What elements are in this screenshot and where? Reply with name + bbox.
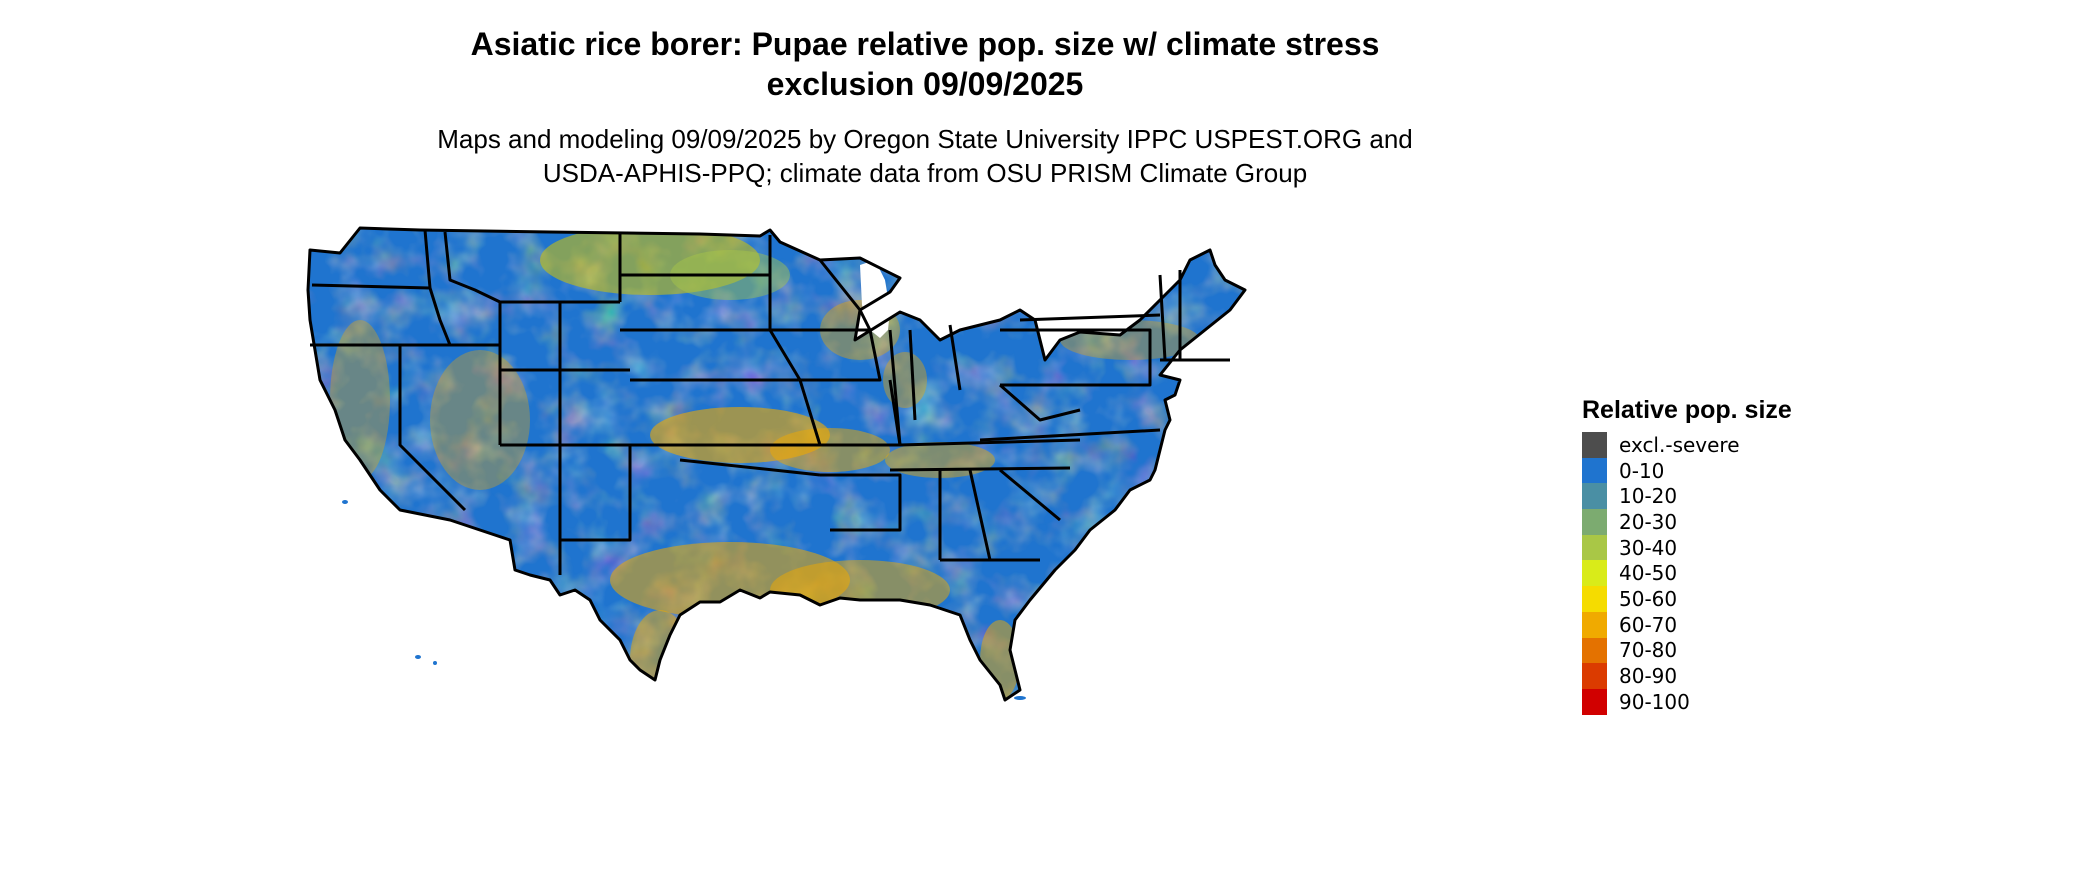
islands [342,500,1026,700]
legend-swatch [1582,637,1607,664]
map-title-line-2: exclusion 09/09/2025 [766,66,1084,102]
lake-michigan [860,260,890,338]
border-tn-south [889,466,1071,472]
legend-label: 0-10 [1619,458,1665,483]
map-subtitle: Maps and modeling 09/09/2025 by Oregon S… [350,122,1500,190]
border-oh [948,324,962,391]
border-ia [768,328,882,382]
legend-item: 40-50 [1582,560,1842,587]
legend-label: 60-70 [1619,612,1678,637]
legend-label: 20-30 [1619,509,1678,534]
legend-item: 80-90 [1582,663,1842,689]
border-ga-sc [999,468,1061,522]
legend-swatch [1582,483,1607,510]
border-ca-nv [398,345,467,512]
border-nm-tx [560,445,632,542]
legend-label: 30-40 [1619,535,1678,560]
legend-label: 90-100 [1619,689,1690,714]
map-title-line-1: Asiatic rice borer: Pupae relative pop. … [470,26,1380,62]
legend-label: 40-50 [1619,561,1678,586]
border-mo [798,379,902,447]
legend-swatch [1582,560,1607,587]
border-al-ga [968,469,992,561]
legend: Relative pop. size excl.-severe 0-10 10-20… [1582,394,1842,715]
border-ok-tx [679,458,821,477]
legend-swatch [1582,534,1607,561]
legend-label: 80-90 [1619,664,1678,689]
legend-item: 50-60 [1582,586,1842,612]
legend-item: 60-70 [1582,611,1842,638]
legend-item: 70-80 [1582,637,1842,664]
border-wi [818,259,872,331]
legend-label: 50-60 [1619,586,1678,611]
border-in [908,329,917,421]
map-title: Asiatic rice borer: Pupae relative pop. … [350,24,1500,104]
border-new-england [1158,270,1230,362]
border-id-west [423,229,452,346]
legend-title: Relative pop. size [1582,396,1792,424]
border-pa [1000,328,1152,387]
legend-swatch [1582,586,1607,612]
legend-swatch [1582,509,1607,535]
legend-item: 90-100 [1582,688,1842,715]
suitability-patches [308,228,1245,700]
border-il [888,329,902,446]
legend-item: 30-40 [1582,534,1842,561]
legend-rows: excl.-severe 0-10 10-20 20-30 30-40 40-50 50-6… [1582,432,1842,715]
border-wa-or [311,283,431,290]
legend-swatch [1582,688,1607,715]
border-wy-co [558,302,630,372]
map-subtitle-line-1: Maps and modeling 09/09/2025 by Oregon S… [437,124,1413,154]
legend-item: 20-30 [1582,509,1842,535]
legend-label: 10-20 [1619,484,1678,509]
border-id-mt [443,231,502,345]
legend-swatch [1582,432,1607,458]
legend-swatch [1582,663,1607,689]
border-ky-tn [899,438,1081,447]
legend-swatch [1582,611,1607,638]
legend-item: excl.-severe [1582,432,1842,458]
state-boundaries [306,226,1247,702]
legend-swatch [1582,457,1607,484]
border-ar-la [820,473,902,532]
us-outline [306,226,1247,702]
border-wv [999,383,1081,422]
legend-item: 10-20 [1582,483,1842,510]
map-raster [308,228,1245,700]
border-ny [1019,313,1161,322]
legend-item: 0-10 [1582,457,1842,484]
us-map [306,226,1247,702]
map-subtitle-line-2: USDA-APHIS-PPQ; climate data from OSU PR… [542,158,1308,188]
legend-label: excl.-severe [1619,432,1740,457]
border-nc-va [979,428,1161,442]
legend-label: 70-80 [1619,638,1678,663]
us-map-container [300,220,1550,890]
